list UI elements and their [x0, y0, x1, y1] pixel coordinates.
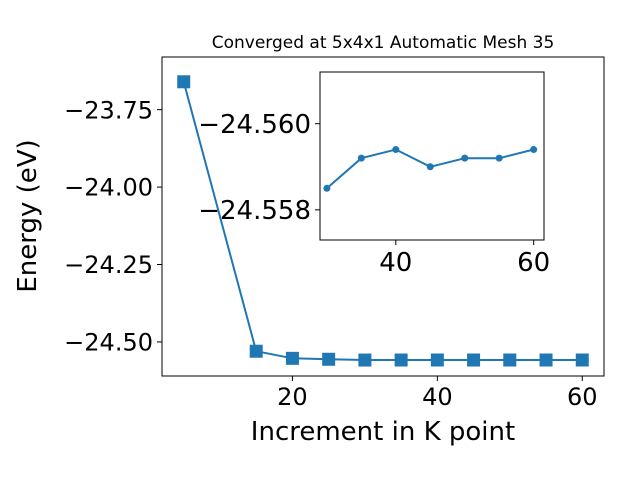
main-chart-title: Converged at 5x4x1 Automatic Mesh 35: [212, 33, 555, 53]
main-plot-frame: [161, 56, 605, 377]
main-data-point: [394, 353, 408, 367]
inset-x-tick-label: 40: [379, 248, 412, 278]
main-data-point: [430, 353, 444, 367]
main-x-tick-label: 20: [277, 383, 308, 411]
main-y-tick-label: −24.50: [64, 329, 153, 357]
inset-data-point: [461, 154, 469, 162]
inset-y-tick-label: −24.560: [198, 110, 311, 140]
main-data-point: [575, 353, 589, 367]
inset-data-point: [357, 154, 365, 162]
inset-x-tick-label: 60: [517, 248, 550, 278]
inset-plot-frame: [319, 71, 545, 241]
inset-axes: 40 60 −24.560 −24.558: [198, 71, 550, 278]
inset-y-tick-label: −24.558: [198, 196, 311, 226]
main-data-point: [467, 353, 481, 367]
main-y-tick-label: −24.00: [64, 174, 153, 202]
main-data-point: [539, 353, 553, 367]
inset-data-point: [392, 146, 400, 154]
main-data-point: [358, 353, 372, 367]
main-x-tick-label: 60: [567, 383, 598, 411]
inset-ticks: 40 60 −24.560 −24.558: [198, 110, 550, 278]
main-axes: Converged at 5x4x1 Automatic Mesh 35 Inc…: [13, 33, 605, 447]
main-series: [177, 75, 589, 367]
main-y-tick-label: −24.25: [64, 251, 153, 279]
main-x-axis-label: Increment in K point: [251, 417, 515, 447]
main-data-point: [249, 344, 263, 358]
inset-series: [323, 146, 538, 192]
main-data-point: [503, 353, 517, 367]
main-y-axis-label: Energy (eV): [13, 139, 43, 292]
inset-data-point: [530, 146, 538, 154]
main-data-point: [177, 75, 191, 89]
inset-data-point: [426, 163, 434, 171]
inset-data-point: [323, 184, 331, 192]
inset-data-point: [495, 154, 503, 162]
main-data-point: [285, 351, 299, 365]
main-data-point: [322, 352, 336, 366]
main-ticks: 20 40 60 −23.75 −24.00 −24.25 −24.50: [64, 96, 597, 411]
main-y-tick-label: −23.75: [64, 96, 153, 124]
main-x-tick-label: 40: [422, 383, 453, 411]
